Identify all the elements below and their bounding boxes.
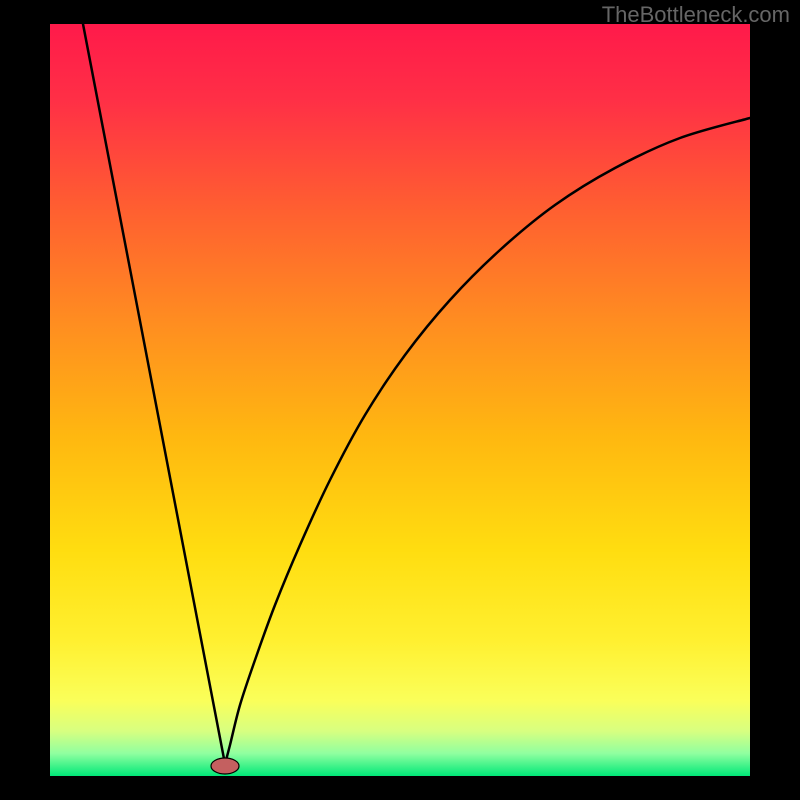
- valley-marker: [211, 758, 239, 774]
- chart-container: TheBottleneck.com: [0, 0, 800, 800]
- bottleneck-chart: [0, 0, 800, 800]
- watermark-text: TheBottleneck.com: [602, 2, 790, 28]
